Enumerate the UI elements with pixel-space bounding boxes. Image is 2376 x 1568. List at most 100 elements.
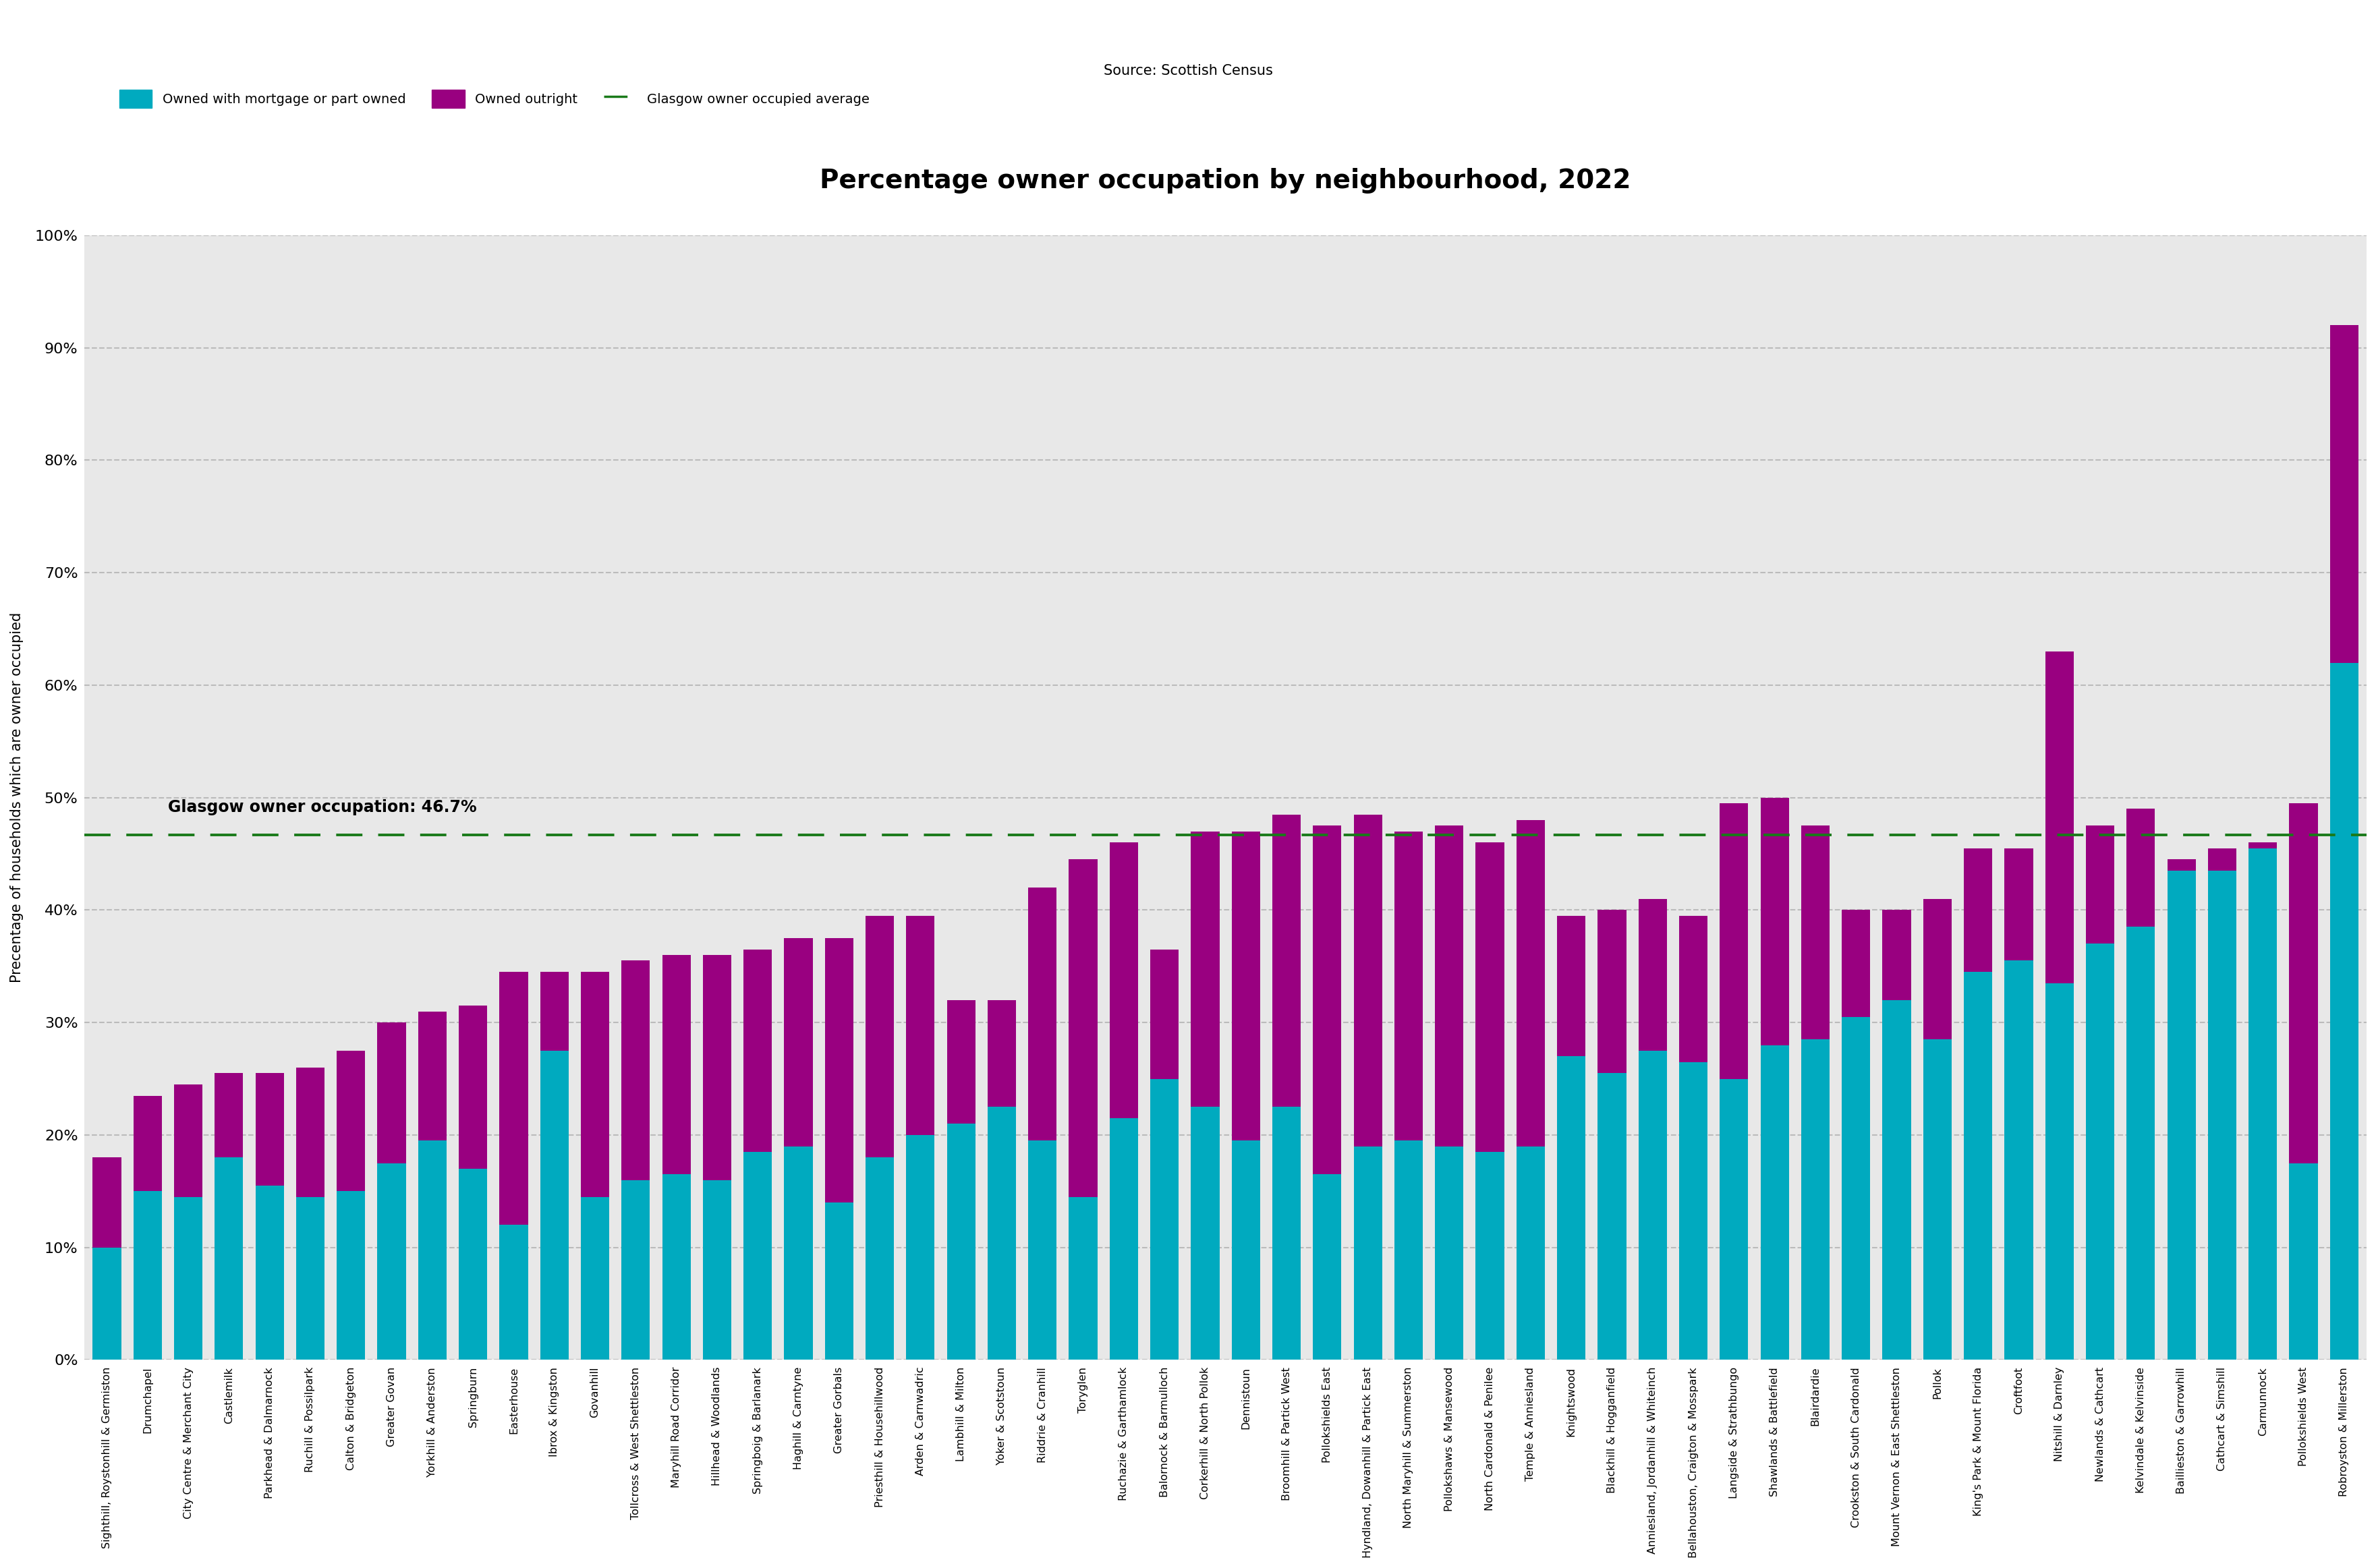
- Bar: [539, 1051, 568, 1359]
- Bar: [865, 1157, 893, 1359]
- Bar: [988, 1107, 1017, 1359]
- Bar: [459, 1168, 487, 1359]
- Bar: [905, 916, 934, 1135]
- Bar: [1231, 831, 1259, 1140]
- Bar: [2086, 944, 2115, 1359]
- Bar: [703, 955, 732, 1181]
- Bar: [133, 1096, 162, 1192]
- Bar: [1597, 1073, 1625, 1359]
- Bar: [1761, 1044, 1789, 1359]
- Bar: [580, 972, 608, 1196]
- Bar: [946, 1124, 974, 1359]
- Bar: [1841, 1018, 1870, 1359]
- Bar: [2328, 325, 2357, 663]
- Bar: [988, 1000, 1017, 1107]
- Bar: [1271, 814, 1300, 1107]
- Bar: [1637, 898, 1666, 1051]
- Bar: [1922, 898, 1951, 1040]
- Bar: [2167, 859, 2195, 870]
- Bar: [2248, 842, 2276, 848]
- Bar: [1150, 950, 1178, 1079]
- Bar: [865, 916, 893, 1157]
- Bar: [254, 1073, 283, 1185]
- Bar: [1435, 1146, 1464, 1359]
- Bar: [459, 1005, 487, 1168]
- Text: Source: Scottish Census: Source: Scottish Census: [1102, 64, 1274, 77]
- Bar: [2086, 826, 2115, 944]
- Bar: [703, 1181, 732, 1359]
- Bar: [1069, 859, 1098, 1196]
- Bar: [378, 1163, 406, 1359]
- Bar: [1556, 1057, 1585, 1359]
- Bar: [1720, 803, 1749, 1079]
- Bar: [2046, 983, 2074, 1359]
- Bar: [905, 1135, 934, 1359]
- Bar: [1922, 1040, 1951, 1359]
- Bar: [1395, 831, 1423, 1140]
- Bar: [173, 1196, 202, 1359]
- Bar: [1271, 1107, 1300, 1359]
- Bar: [173, 1085, 202, 1196]
- Bar: [1475, 1152, 1504, 1359]
- Bar: [1841, 909, 1870, 1018]
- Bar: [93, 1248, 121, 1359]
- Bar: [2127, 927, 2155, 1359]
- Bar: [1963, 972, 1991, 1359]
- Bar: [539, 972, 568, 1051]
- Bar: [2207, 870, 2236, 1359]
- Bar: [337, 1192, 366, 1359]
- Bar: [2046, 651, 2074, 983]
- Bar: [254, 1185, 283, 1359]
- Bar: [2003, 848, 2031, 961]
- Bar: [214, 1157, 242, 1359]
- Bar: [1597, 909, 1625, 1073]
- Bar: [824, 1203, 853, 1359]
- Bar: [1882, 1000, 1910, 1359]
- Bar: [2328, 663, 2357, 1359]
- Bar: [1110, 842, 1138, 1118]
- Bar: [1435, 826, 1464, 1146]
- Bar: [2127, 809, 2155, 927]
- Text: Glasgow owner occupation: 46.7%: Glasgow owner occupation: 46.7%: [169, 800, 478, 815]
- Bar: [1190, 1107, 1219, 1359]
- Bar: [418, 1140, 447, 1359]
- Bar: [2003, 961, 2031, 1359]
- Bar: [1761, 798, 1789, 1044]
- Bar: [337, 1051, 366, 1192]
- Bar: [1677, 916, 1706, 1062]
- Bar: [744, 950, 772, 1152]
- Bar: [133, 1192, 162, 1359]
- Bar: [744, 1152, 772, 1359]
- Bar: [1231, 1140, 1259, 1359]
- Bar: [663, 955, 691, 1174]
- Bar: [620, 1181, 649, 1359]
- Bar: [824, 938, 853, 1203]
- Bar: [1637, 1051, 1666, 1359]
- Bar: [499, 1225, 527, 1359]
- Bar: [2288, 803, 2317, 1163]
- Bar: [1882, 909, 1910, 1000]
- Bar: [1516, 1146, 1544, 1359]
- Bar: [1312, 1174, 1340, 1359]
- Bar: [1556, 916, 1585, 1057]
- Bar: [297, 1196, 326, 1359]
- Bar: [297, 1068, 326, 1196]
- Bar: [1801, 1040, 1830, 1359]
- Legend: Owned with mortgage or part owned, Owned outright, Glasgow owner occupied averag: Owned with mortgage or part owned, Owned…: [114, 85, 874, 113]
- Bar: [784, 1146, 813, 1359]
- Bar: [1029, 887, 1057, 1140]
- Bar: [1963, 848, 1991, 972]
- Bar: [620, 961, 649, 1181]
- Bar: [2167, 870, 2195, 1359]
- Bar: [1069, 1196, 1098, 1359]
- Bar: [499, 972, 527, 1225]
- Bar: [1475, 842, 1504, 1152]
- Bar: [2207, 848, 2236, 870]
- Y-axis label: Precentage of households which are owner occupied: Precentage of households which are owner…: [10, 613, 24, 983]
- Bar: [1395, 1140, 1423, 1359]
- Bar: [580, 1196, 608, 1359]
- Bar: [1029, 1140, 1057, 1359]
- Bar: [1190, 831, 1219, 1107]
- Bar: [418, 1011, 447, 1140]
- Bar: [2248, 848, 2276, 1359]
